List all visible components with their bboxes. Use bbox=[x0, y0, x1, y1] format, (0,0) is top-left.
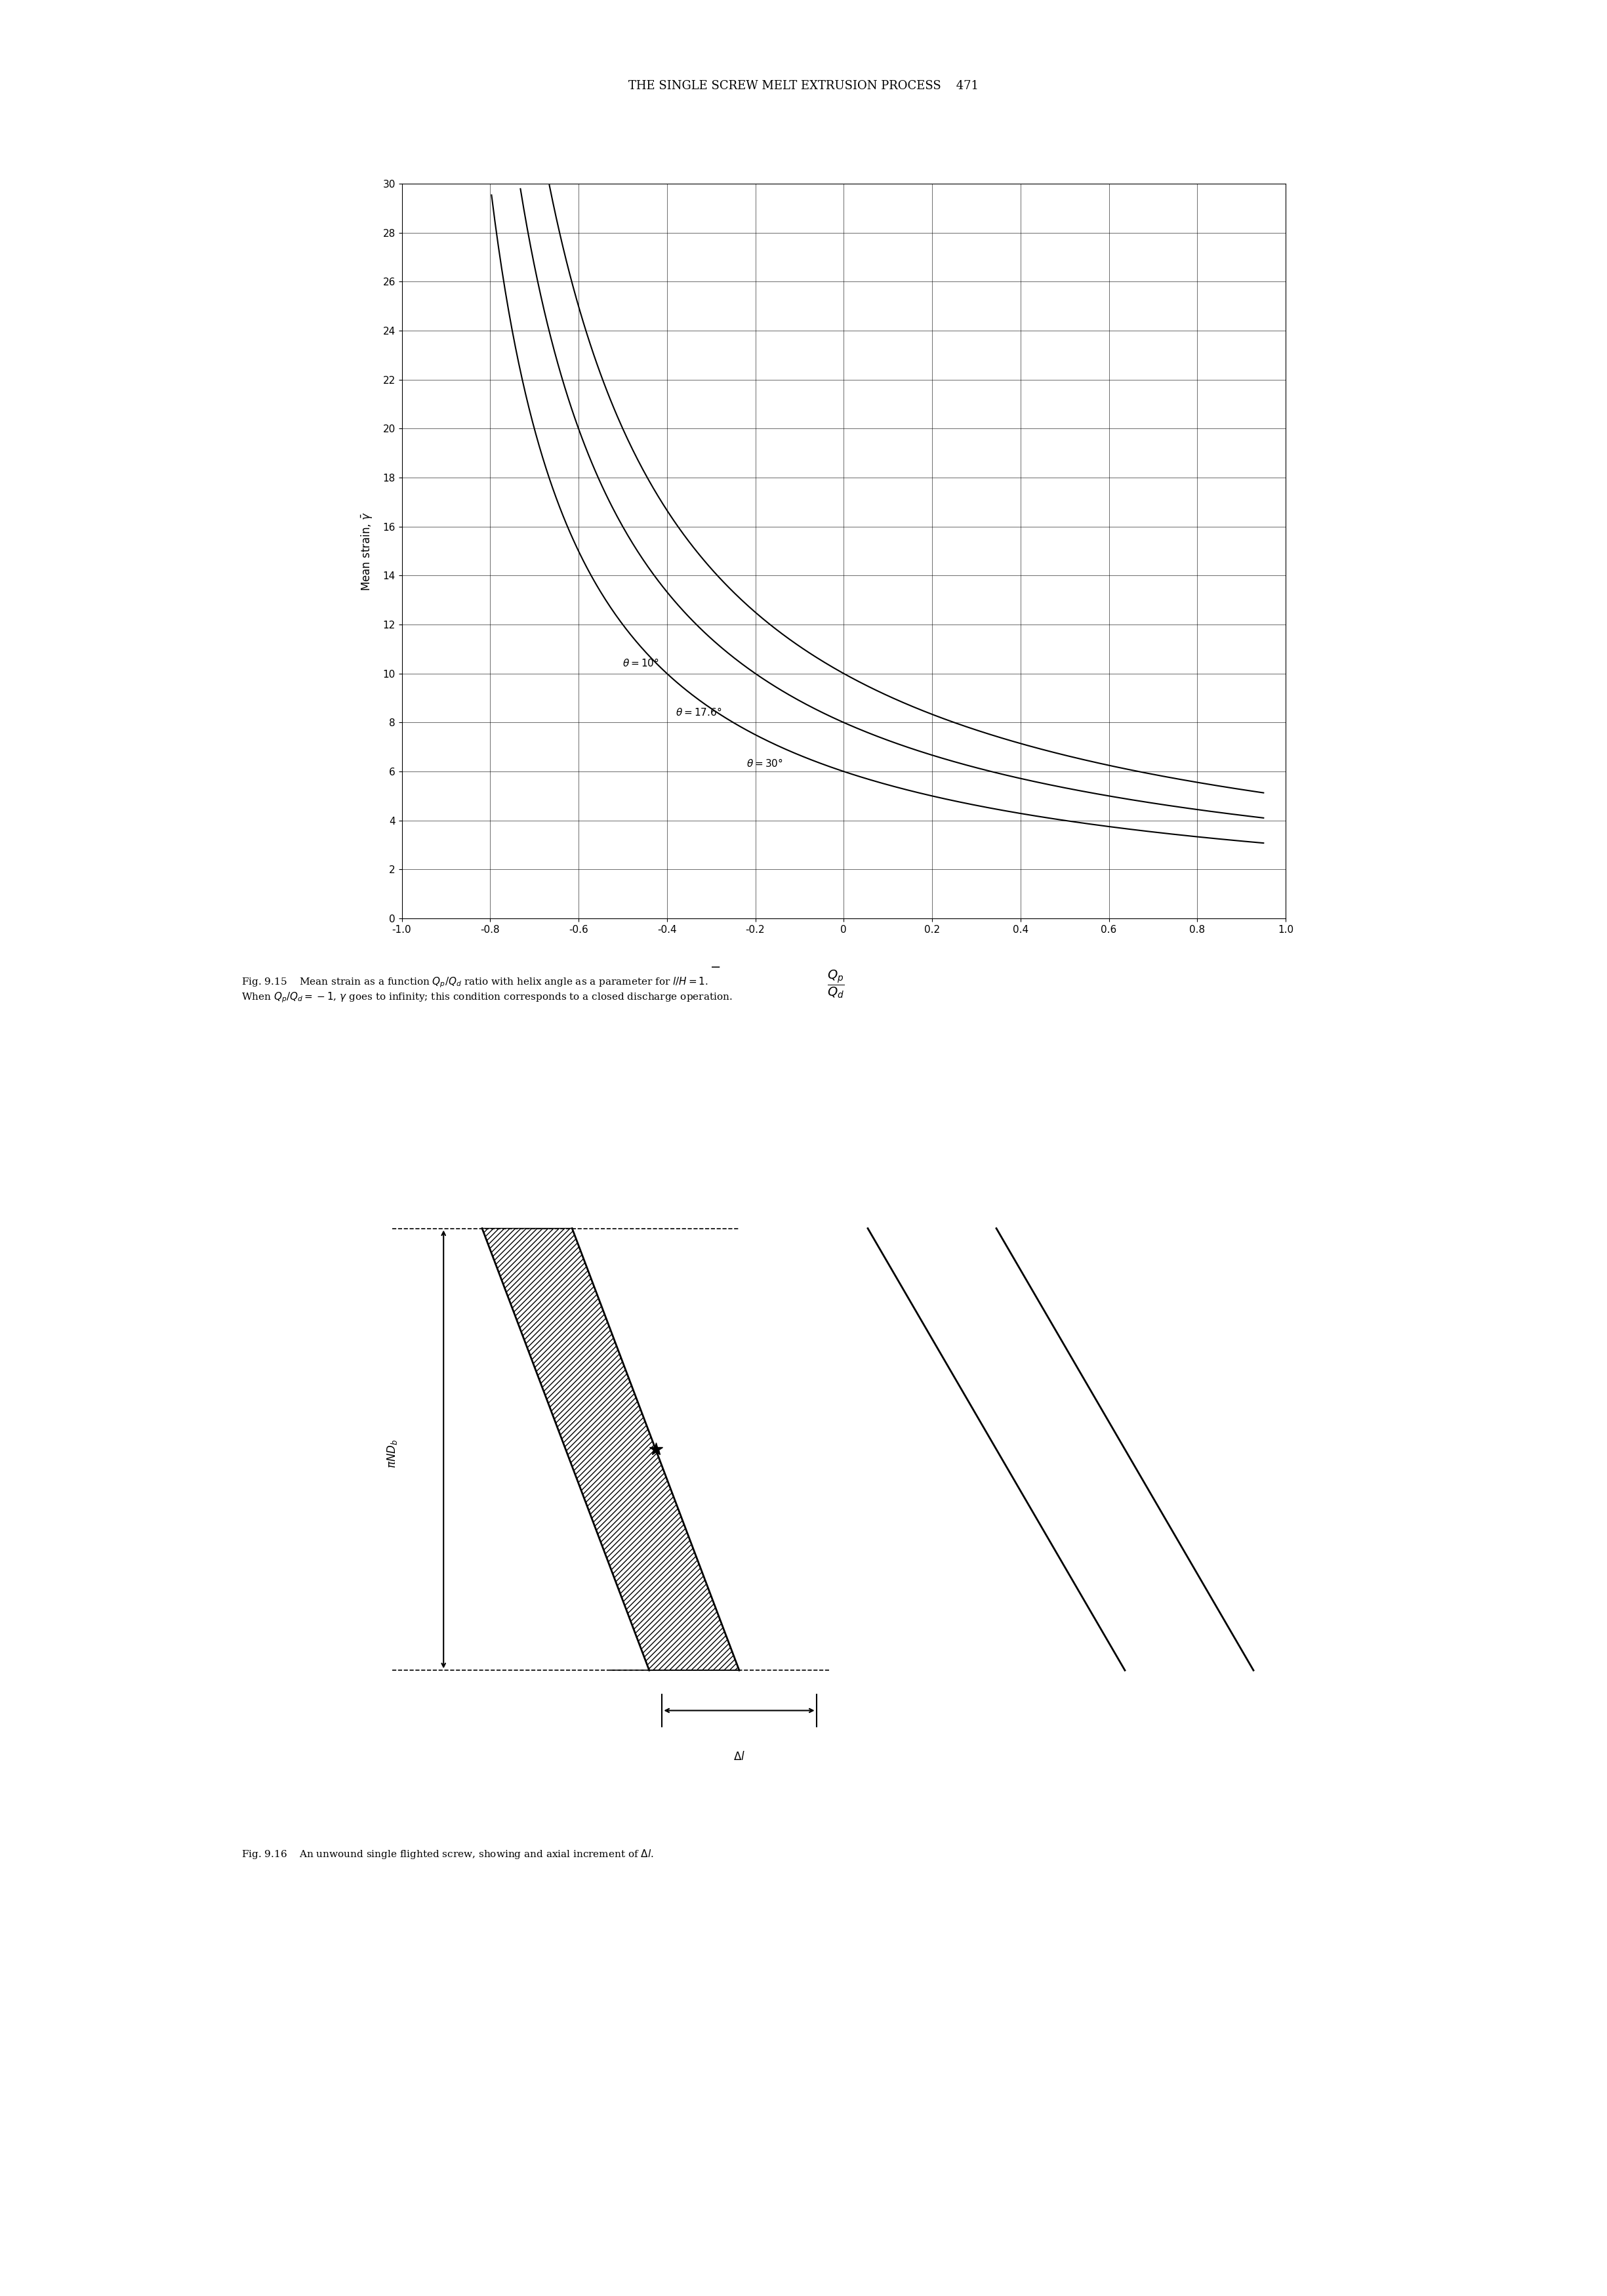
Text: $\theta = 30°$: $\theta = 30°$ bbox=[747, 758, 783, 769]
Y-axis label: Mean strain, $\bar{\gamma}$: Mean strain, $\bar{\gamma}$ bbox=[358, 512, 373, 590]
Text: Fig. 9.15    Mean strain as a function $Q_p/Q_d$ ratio with helix angle as a par: Fig. 9.15 Mean strain as a function $Q_p… bbox=[241, 976, 733, 1006]
Text: $-$: $-$ bbox=[710, 960, 720, 971]
Text: THE SINGLE SCREW MELT EXTRUSION PROCESS    471: THE SINGLE SCREW MELT EXTRUSION PROCESS … bbox=[628, 80, 979, 92]
Text: $\dfrac{Q_p}{Q_d}$: $\dfrac{Q_p}{Q_d}$ bbox=[828, 969, 844, 1001]
Text: $\theta = 10°$: $\theta = 10°$ bbox=[624, 657, 659, 668]
Text: $\theta = 17.6°$: $\theta = 17.6°$ bbox=[675, 707, 722, 719]
Text: $\Delta l$: $\Delta l$ bbox=[733, 1750, 746, 1763]
Text: $\pi N D_b$: $\pi N D_b$ bbox=[386, 1440, 399, 1467]
Text: Fig. 9.16    An unwound single flighted screw, showing and axial increment of $\: Fig. 9.16 An unwound single flighted scr… bbox=[241, 1848, 654, 1860]
